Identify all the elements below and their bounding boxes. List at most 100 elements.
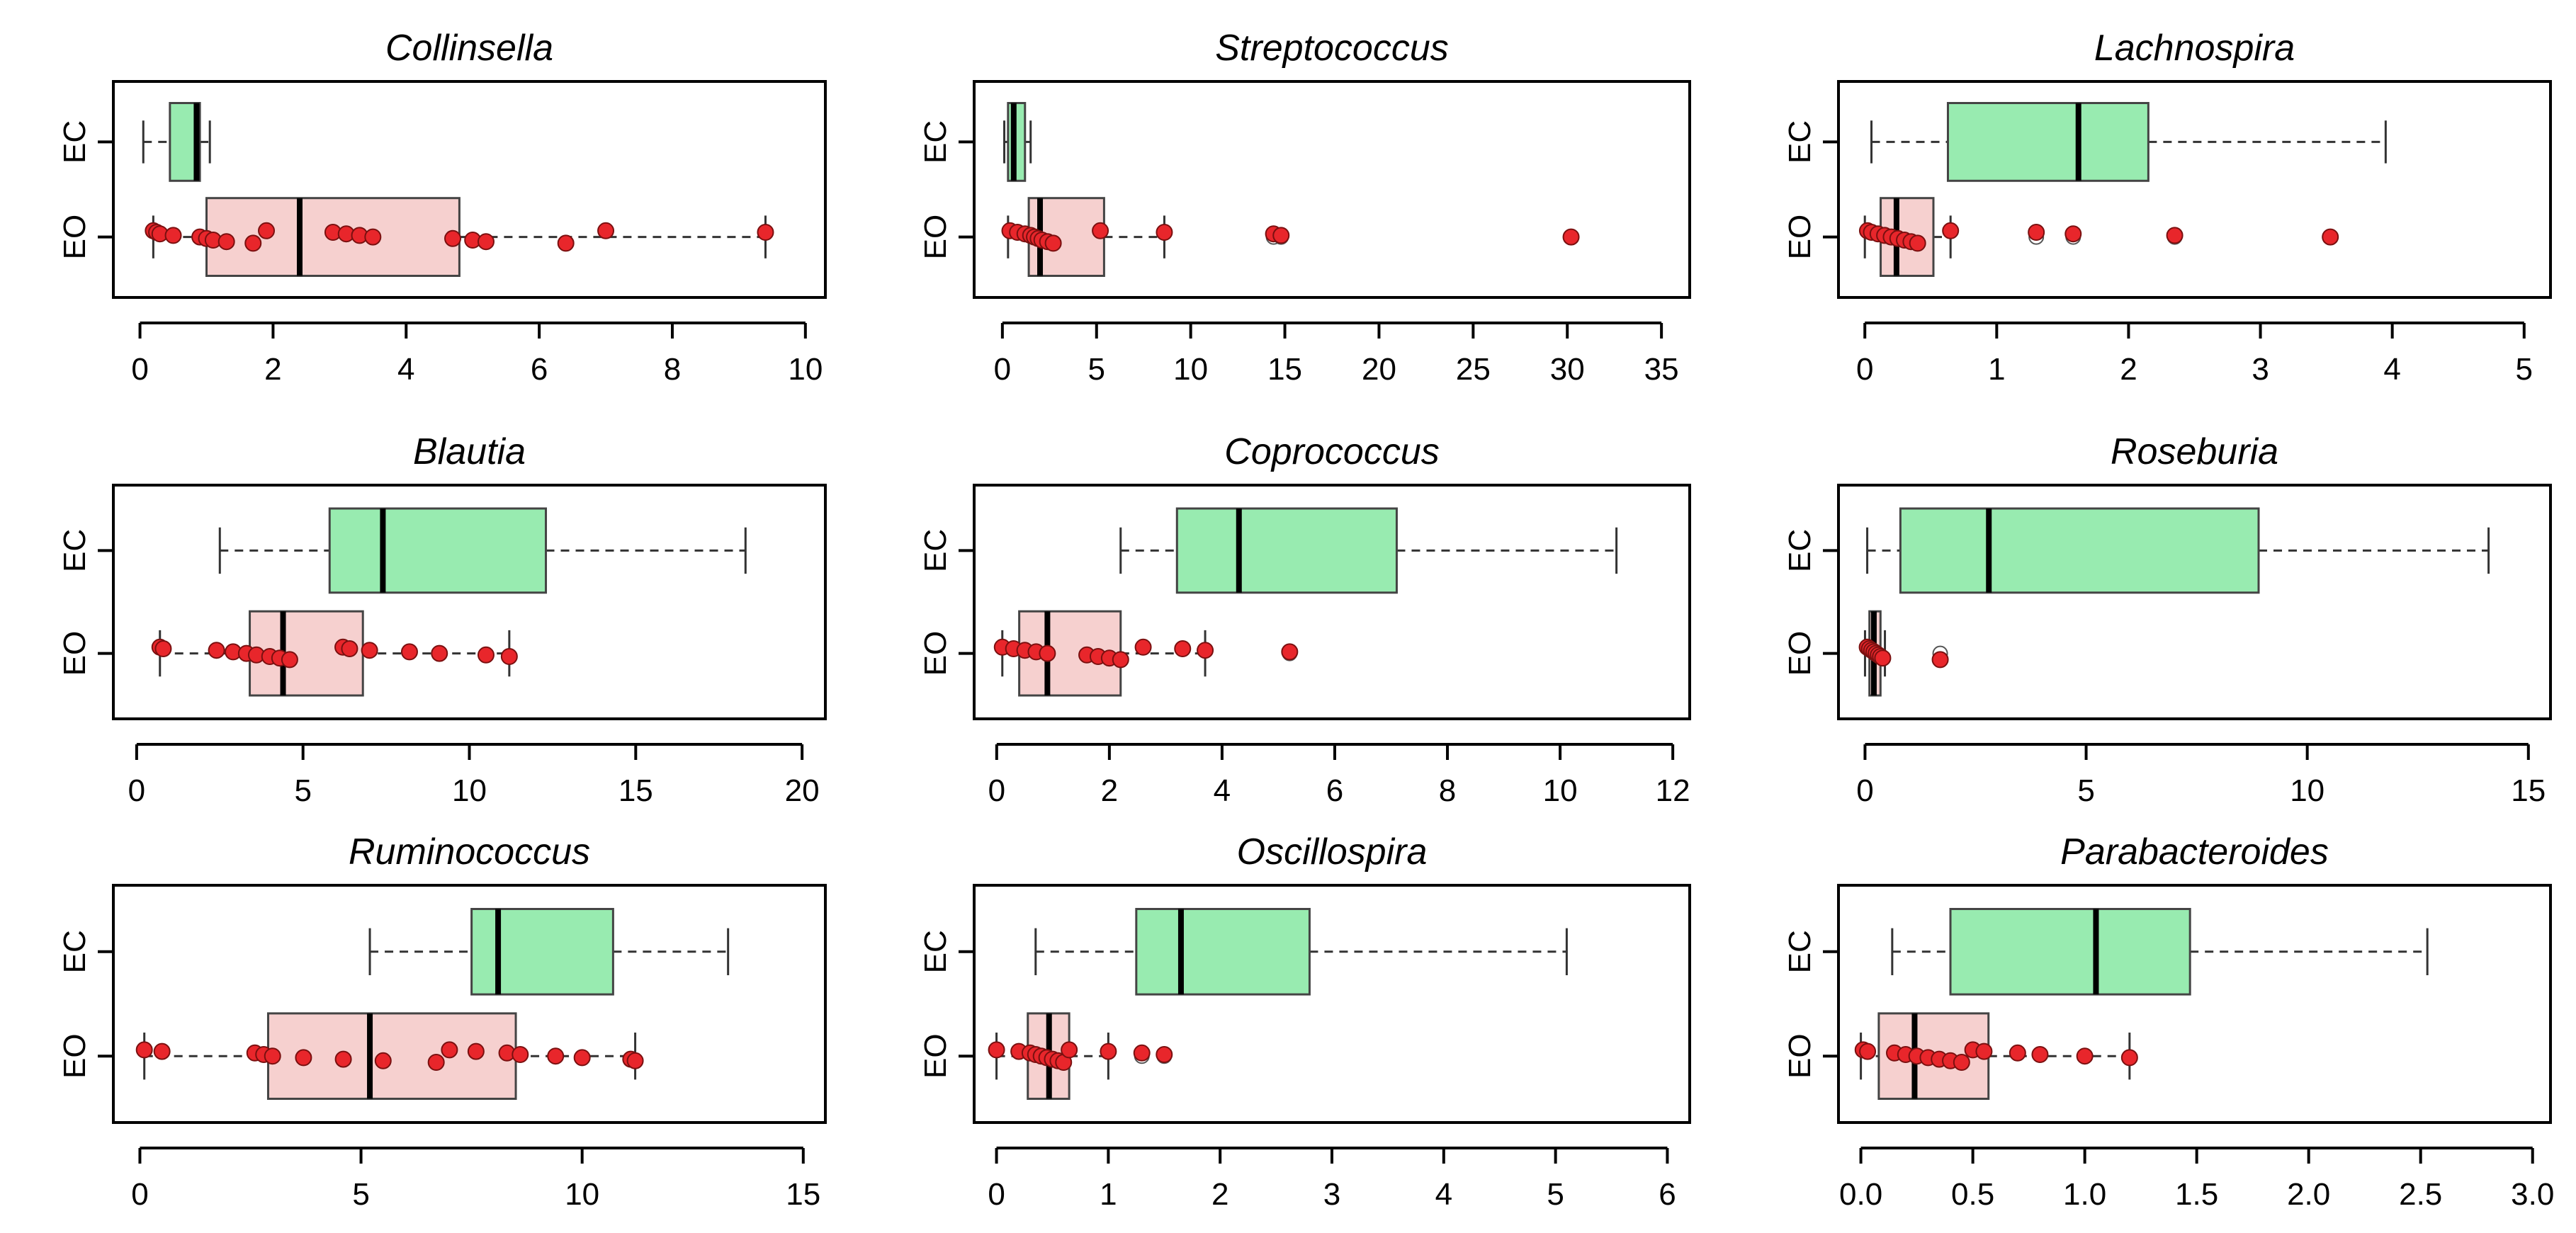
panel-collinsella: Collinsella 0 2 4 6 8 10 EC EO bbox=[57, 28, 827, 387]
x-tick-label: 8 bbox=[664, 352, 681, 387]
panel-coprococcus: Coprococcus 0 2 4 6 8 10 12 EC EO bbox=[918, 431, 1691, 808]
box-eo bbox=[1001, 197, 1580, 278]
data-point bbox=[1953, 1054, 1970, 1071]
box-ec bbox=[1870, 102, 2387, 182]
data-point bbox=[1909, 234, 1926, 252]
x-tick-label: 6 bbox=[1659, 1177, 1676, 1212]
data-point bbox=[757, 224, 774, 241]
data-point bbox=[988, 1041, 1005, 1059]
x-tick-label: 5 bbox=[352, 1177, 369, 1212]
panel-ruminococcus: Ruminococcus 0 5 10 15 EC EO bbox=[57, 831, 827, 1212]
x-tick-label: 10 bbox=[1543, 773, 1578, 808]
x-tick-label: 10 bbox=[1173, 352, 1208, 387]
x-tick-label: 2.0 bbox=[2287, 1177, 2330, 1212]
panel-lachnospira: Lachnospira 0 1 2 3 4 5 EC EO bbox=[1783, 28, 2552, 387]
data-point bbox=[444, 229, 462, 247]
box-eo bbox=[151, 610, 518, 697]
x-tick-label: 3 bbox=[1323, 1177, 1340, 1212]
data-point bbox=[154, 640, 172, 657]
x-tick-label: 4 bbox=[1214, 773, 1231, 808]
data-point bbox=[626, 1052, 644, 1069]
plot-frame bbox=[973, 884, 1691, 1124]
x-tick-label: 15 bbox=[618, 773, 653, 808]
box-eo bbox=[1854, 1012, 2138, 1101]
box-ec bbox=[142, 102, 211, 182]
data-point bbox=[500, 648, 518, 665]
data-point bbox=[427, 1054, 445, 1071]
x-tick-label: 35 bbox=[1644, 352, 1679, 387]
category-label-ec: EC bbox=[918, 120, 953, 164]
data-point bbox=[1133, 1044, 1151, 1062]
x-tick-label: 0 bbox=[131, 352, 148, 387]
data-point bbox=[431, 644, 448, 662]
x-tick-label: 15 bbox=[2511, 773, 2546, 808]
data-point bbox=[1942, 222, 1960, 239]
data-point bbox=[153, 1042, 171, 1060]
box-ec bbox=[368, 908, 730, 996]
category-label-ec: EC bbox=[1783, 529, 1817, 572]
x-tick-label: 5 bbox=[1547, 1177, 1564, 1212]
data-point bbox=[400, 643, 418, 661]
data-point bbox=[1156, 1046, 1173, 1063]
x-tick-label: 10 bbox=[2290, 773, 2324, 808]
panel-title: Oscillospira bbox=[1237, 831, 1428, 873]
iqr-box bbox=[328, 507, 548, 594]
iqr-box bbox=[1899, 507, 2260, 594]
data-point bbox=[441, 1041, 458, 1059]
data-point bbox=[208, 642, 225, 659]
x-tick-label: 4 bbox=[2383, 352, 2400, 387]
x-tick-label: 5 bbox=[294, 773, 311, 808]
plot-frame bbox=[973, 484, 1691, 720]
x-tick-label: 0 bbox=[988, 1177, 1005, 1212]
x-tick-label: 0 bbox=[994, 352, 1011, 387]
x-tick-label: 10 bbox=[788, 352, 823, 387]
data-point bbox=[467, 1042, 485, 1060]
data-point bbox=[2166, 227, 2184, 244]
panel-title: Parabacteroides bbox=[2060, 831, 2329, 873]
data-point bbox=[2076, 1047, 2094, 1065]
plot-frame bbox=[973, 80, 1691, 299]
box-eo bbox=[135, 1012, 644, 1101]
data-point bbox=[264, 1047, 281, 1065]
data-point bbox=[1197, 642, 1214, 659]
plot-frame bbox=[112, 80, 827, 299]
category-label-ec: EC bbox=[1783, 930, 1817, 973]
data-point bbox=[374, 1052, 392, 1069]
data-point bbox=[512, 1046, 529, 1063]
plot-frame bbox=[112, 884, 827, 1124]
x-tick-label: 4 bbox=[397, 352, 414, 387]
x-tick-label: 6 bbox=[531, 352, 548, 387]
plot-frame bbox=[1837, 80, 2552, 299]
x-tick-label: 0.5 bbox=[1951, 1177, 1994, 1212]
box-eo bbox=[988, 1012, 1173, 1101]
data-point bbox=[1874, 649, 1892, 667]
iqr-box bbox=[1135, 908, 1311, 996]
data-point bbox=[2031, 1046, 2049, 1063]
data-point bbox=[164, 227, 182, 244]
data-point bbox=[2322, 228, 2339, 246]
category-label-eo: EO bbox=[1783, 1033, 1817, 1079]
data-point bbox=[1134, 638, 1152, 656]
data-point bbox=[573, 1049, 591, 1067]
category-label-eo: EO bbox=[918, 631, 953, 676]
data-point bbox=[2028, 224, 2045, 241]
box-eo bbox=[145, 197, 774, 278]
data-point bbox=[557, 234, 575, 252]
plot-frame bbox=[1837, 484, 2552, 720]
x-tick-label: 30 bbox=[1550, 352, 1585, 387]
data-point bbox=[547, 1047, 565, 1065]
x-tick-label: 10 bbox=[565, 1177, 599, 1212]
data-point bbox=[2120, 1049, 2138, 1067]
iqr-box bbox=[1949, 908, 2191, 996]
category-label-eo: EO bbox=[57, 631, 92, 676]
panel-title: Roseburia bbox=[2111, 431, 2278, 472]
x-tick-label: 20 bbox=[1362, 352, 1396, 387]
category-label-eo: EO bbox=[918, 215, 953, 260]
data-point bbox=[2009, 1044, 2026, 1062]
data-point bbox=[1100, 1042, 1117, 1060]
category-label-eo: EO bbox=[57, 215, 92, 260]
data-point bbox=[281, 651, 298, 669]
category-label-ec: EC bbox=[57, 120, 92, 164]
x-tick-label: 15 bbox=[786, 1177, 820, 1212]
data-point bbox=[1272, 227, 1290, 244]
